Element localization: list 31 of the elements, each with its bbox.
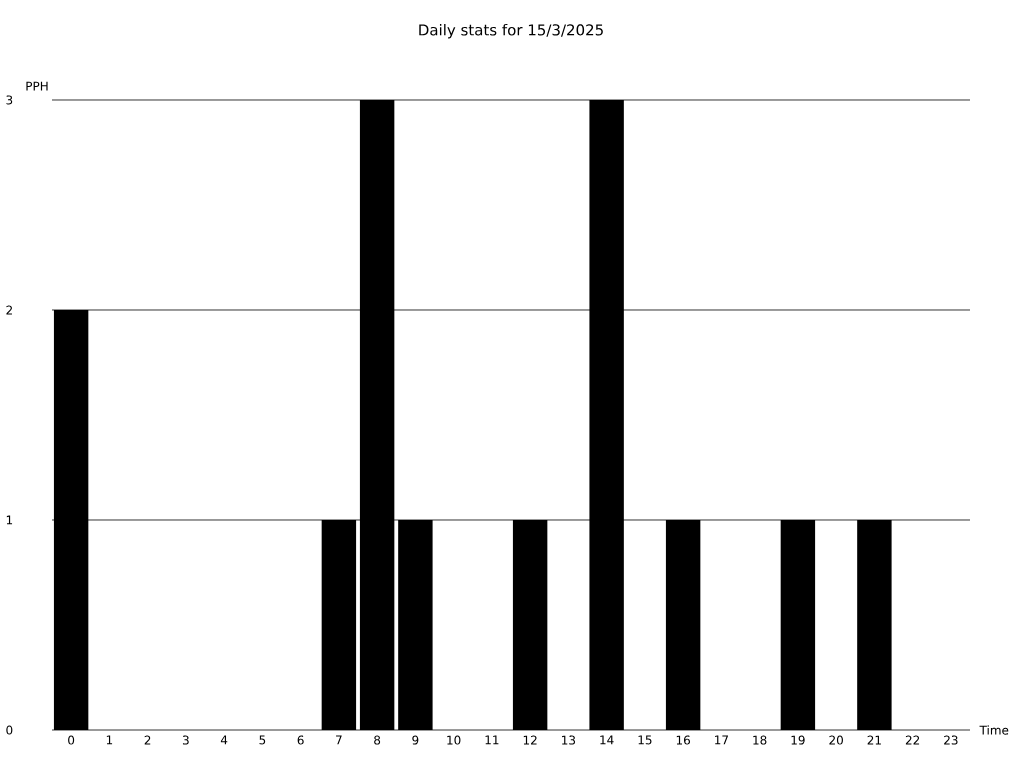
x-tick-label: 7 [336, 735, 342, 745]
x-tick-label: 17 [715, 735, 728, 745]
x-tick-label: 1 [106, 735, 113, 745]
chart-title: Daily stats for 15/3/2025 [419, 23, 603, 39]
x-tick-label: 15 [638, 735, 652, 745]
x-tick-label: 19 [791, 735, 805, 745]
x-tick-label: 5 [259, 735, 266, 745]
x-tick-label: 20 [829, 735, 843, 745]
y-tick-label: 1 [6, 515, 13, 525]
x-tick-label: 14 [600, 735, 614, 745]
x-tick-label: 23 [944, 735, 958, 745]
x-tick-label: 2 [144, 735, 151, 745]
x-tick-label: 10 [447, 735, 461, 745]
x-tick-label: 9 [412, 735, 419, 745]
x-tick-label: 22 [905, 735, 920, 745]
x-tick-label: 11 [485, 735, 499, 745]
x-tick-label: 16 [676, 735, 691, 745]
x-axis-title: Time [979, 725, 1009, 735]
x-tick-label: 8 [374, 735, 381, 745]
x-tick-label: 18 [753, 735, 767, 745]
y-tick-label: 0 [6, 725, 13, 735]
x-tick-label: 21 [867, 735, 881, 745]
y-axis-title: PPH [26, 81, 48, 91]
x-tick-label: 3 [182, 735, 189, 745]
y-tick-label: 3 [6, 95, 13, 105]
x-tick-label: 0 [68, 735, 75, 745]
x-tick-label: 4 [220, 735, 228, 745]
x-tick-label: 13 [562, 735, 576, 745]
x-tick-label: 6 [297, 735, 304, 745]
y-tick-label: 2 [6, 305, 12, 315]
x-tick-label: 12 [523, 735, 537, 745]
